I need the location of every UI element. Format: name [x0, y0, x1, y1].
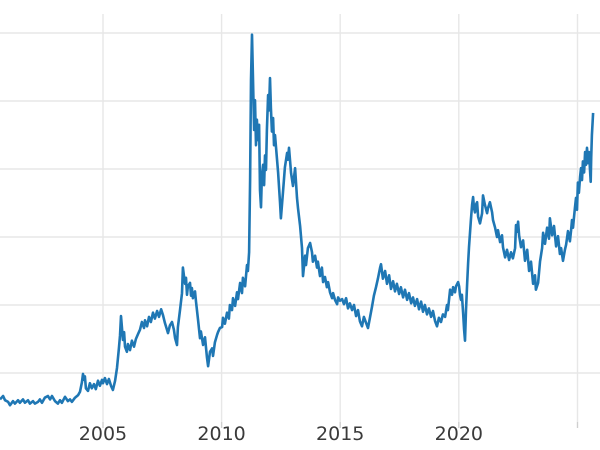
price-line — [0, 33, 595, 407]
x-tick-label-2010: 2010 — [197, 423, 246, 445]
x-tick-label-2005: 2005 — [78, 423, 128, 445]
x-tick-label-2020: 2020 — [434, 423, 484, 445]
x-tick-label-2015: 2015 — [316, 423, 365, 445]
